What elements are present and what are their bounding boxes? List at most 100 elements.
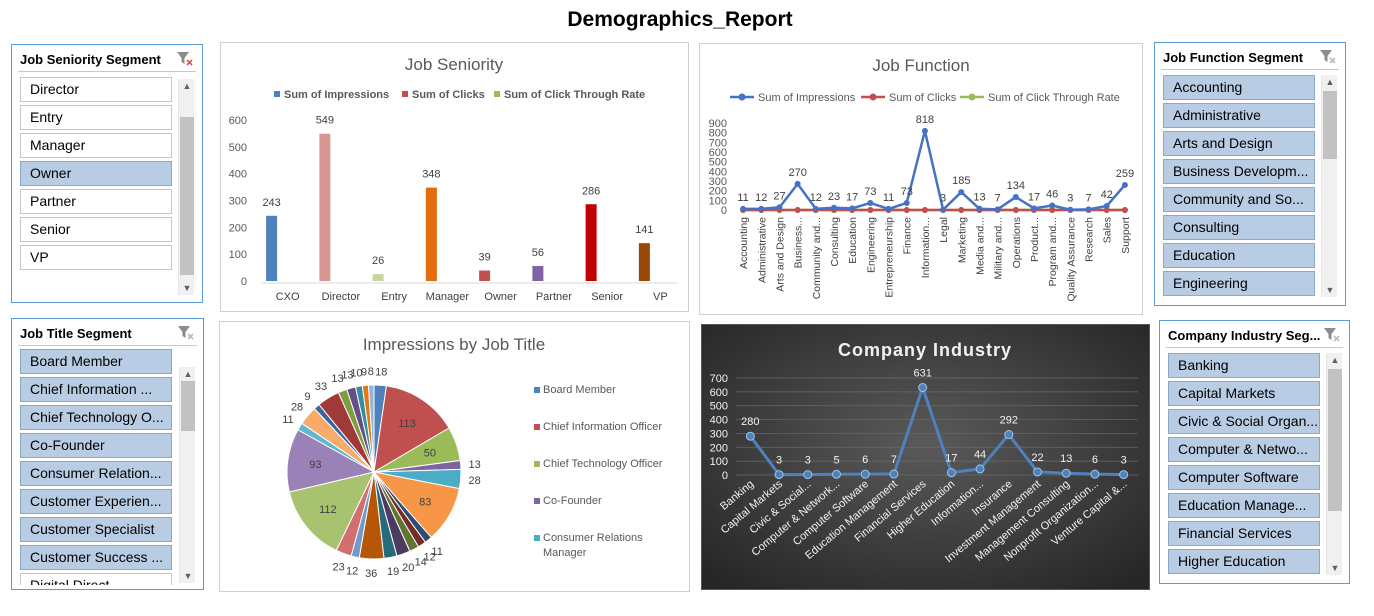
slicer-item[interactable]: Computer Software [1168,465,1320,490]
slice-data-label: 113 [398,418,416,430]
data-label: 17 [945,453,957,465]
slicer-item[interactable]: Owner [20,161,172,186]
slicer-item[interactable]: Board Member [20,349,172,374]
series-line [743,130,1126,213]
legend-swatch [534,535,540,541]
series-point [1067,206,1074,213]
slicer-item[interactable]: Manager [20,133,172,158]
scroll-down-arrow[interactable]: ▼ [1330,563,1340,573]
slicer-item[interactable]: Entry [20,105,172,130]
slicer-item[interactable]: Business Developm... [1163,159,1315,184]
slicer-item[interactable]: Consulting [1163,215,1315,240]
slicer-item[interactable]: Administrative [1163,103,1315,128]
x-tick-label: Finance [902,217,914,255]
slicer-item-list: Banking Capital Markets Civic & Social Org… [1168,353,1324,577]
slicer-item[interactable]: Education Manage... [1168,493,1320,518]
slicer-item[interactable]: Community and So... [1163,187,1315,212]
scroll-thumb[interactable] [1323,91,1337,159]
slice-data-label: 11 [282,414,293,426]
bar-data-label: 243 [262,197,280,209]
slicer-item[interactable]: Civic & Social Organ... [1168,409,1320,434]
series-point [831,204,837,211]
x-tick-label: Senior [591,291,623,303]
slicer-item[interactable]: Co-Founder [20,433,172,458]
slicer-item[interactable]: Customer Specialist [20,517,172,542]
scroll-up-arrow[interactable]: ▲ [182,81,192,91]
clear-filter-icon[interactable] [1319,48,1337,66]
slicer-item[interactable]: Computer & Netwo... [1168,437,1320,462]
slicer-item[interactable]: Financial Services [1168,521,1320,546]
series-point [1061,468,1071,478]
slice-data-label: 13 [331,373,343,385]
slicer-scrollbar[interactable]: ▲ ▼ [1321,75,1337,297]
scroll-down-arrow[interactable]: ▼ [182,283,192,293]
chart-background [702,325,1149,589]
pie-slice [373,385,450,473]
slicer-item[interactable]: Higher Education [1168,549,1320,574]
slicer-item[interactable]: Consumer Relation... [20,461,172,486]
slice-data-label: 13 [469,459,481,471]
clear-filter-icon[interactable] [177,324,195,342]
scroll-thumb[interactable] [181,381,195,431]
bar-data-label: 549 [316,115,334,127]
scroll-thumb[interactable] [180,117,194,275]
scroll-up-arrow[interactable]: ▲ [183,369,193,379]
slicer-item[interactable]: Capital Markets [1168,381,1320,406]
job-function-chart-panel: Job Function Sum of Impressions Sum of Cli… [699,43,1143,315]
series-point [1031,205,1037,212]
impressions-by-job-title-chart: Impressions by Job Title1811350132883111… [282,335,663,580]
series-point [1049,207,1056,213]
series-point [903,207,910,213]
slice-data-label: 11 [431,546,442,558]
y-tick-label: 700 [709,137,727,149]
slicer-item[interactable]: Banking [1168,353,1320,378]
y-tick-label: 500 [710,401,728,413]
job-function-chart: Job Function Sum of Impressions Sum of Cli… [709,56,1134,302]
legend-marker [738,93,746,101]
series-point [1090,469,1100,479]
slicer-item[interactable]: Director [20,77,172,102]
pie-slice [288,471,375,552]
scroll-thumb[interactable] [1328,369,1342,511]
series-point [1121,181,1128,188]
slicer-title: Job Seniority Segment [20,52,161,67]
slicer-item[interactable]: Partner [20,189,172,214]
data-label: 5 [833,454,839,466]
y-tick-label: 600 [710,387,728,399]
slicer-item[interactable]: Customer Success ... [20,545,172,570]
slicer-scrollbar[interactable]: ▲ ▼ [1326,353,1342,575]
slicer-scrollbar[interactable]: ▲ ▼ [179,367,195,583]
series-point [803,470,813,480]
y-tick-label: 0 [241,276,247,288]
scroll-down-arrow[interactable]: ▼ [1325,285,1335,295]
legend-swatch [402,91,408,97]
slicer-item[interactable]: Customer Experien... [20,489,172,514]
scroll-down-arrow[interactable]: ▼ [183,571,193,581]
legend-entry: Sum of Click Through Rate [988,92,1120,104]
data-label: 6 [1092,454,1098,466]
slicer-item[interactable]: Digital Direct... [20,573,172,585]
slice-data-label: 83 [419,497,431,509]
slice-data-label: 28 [469,475,481,487]
series-point [1121,207,1128,213]
scroll-up-arrow[interactable]: ▲ [1330,355,1340,365]
slicer-item[interactable]: VP [20,245,172,270]
scroll-up-arrow[interactable]: ▲ [1325,77,1335,87]
slicer-item[interactable]: Chief Information ... [20,377,172,402]
company-industry-slicer: Company Industry Seg... Banking Capital M… [1159,320,1350,584]
slicer-item[interactable]: Arts and Design [1163,131,1315,156]
x-tick-label: Research [1084,217,1096,262]
slicer-item[interactable]: Chief Technology O... [20,405,172,430]
x-tick-label: Sales [1102,217,1114,243]
slicer-item[interactable]: Engineering [1163,271,1315,296]
slicer-item[interactable]: Education [1163,243,1315,268]
legend-swatch [534,424,540,430]
series-point [794,180,801,187]
slice-data-label: 8 [368,366,374,378]
slicer-item[interactable]: Accounting [1163,75,1315,100]
clear-filter-icon[interactable] [1323,326,1341,344]
slicer-item[interactable]: Senior [20,217,172,242]
slicer-scrollbar[interactable]: ▲ ▼ [178,79,194,295]
data-label: 259 [1116,168,1134,180]
clear-filter-icon[interactable] [176,50,194,68]
